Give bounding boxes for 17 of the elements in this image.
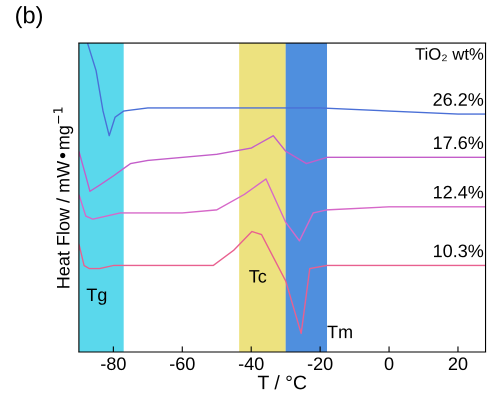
x-tick-label: 20 <box>448 357 468 370</box>
band-label: Tc <box>249 270 266 283</box>
series-label: 12.4% <box>434 186 484 199</box>
y-axis-title: Heat Flow / mW•mg$^{−1}$ <box>53 107 74 288</box>
legend-title: TiO₂ wt% <box>415 48 484 62</box>
x-tick-label: -80 <box>101 357 126 370</box>
text: (b) <box>16 6 42 28</box>
series-label: 26.2% <box>434 93 484 106</box>
series-label: 10.3% <box>434 244 484 258</box>
x-axis-title: T / °C <box>258 375 306 390</box>
x-tick-label: 0 <box>384 357 394 370</box>
x-tick-label: -60 <box>170 357 195 370</box>
band-label: Tg <box>86 288 106 305</box>
x-tick-label: -40 <box>238 357 264 370</box>
x-tick-label: -20 <box>308 357 332 370</box>
band-label: Tm <box>327 326 352 338</box>
series-label: 17.6% <box>434 136 484 150</box>
